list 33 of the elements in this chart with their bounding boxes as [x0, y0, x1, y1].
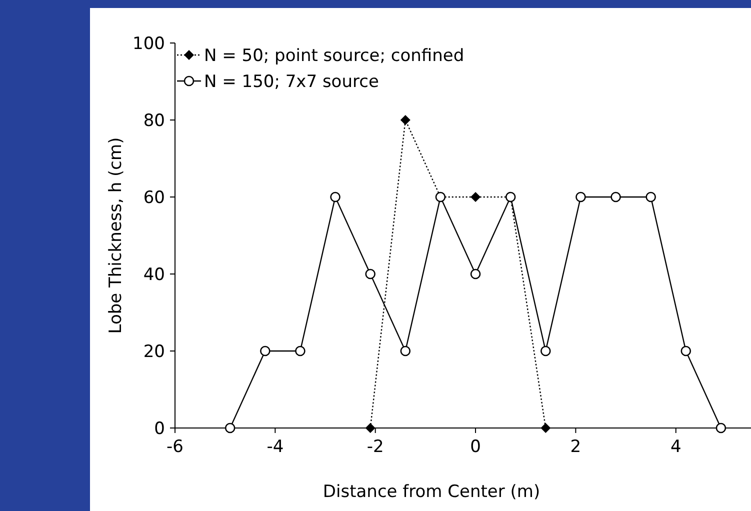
point — [400, 346, 411, 356]
x-axis-title: Distance from Center (m) — [322, 482, 540, 502]
point — [260, 346, 270, 356]
y-tick-label: 60 — [143, 188, 165, 208]
point — [470, 268, 481, 280]
point — [610, 192, 621, 202]
y-tick-label: 0 — [154, 418, 165, 439]
point — [330, 192, 340, 202]
point — [646, 192, 656, 202]
x-tick-label: -2 — [366, 437, 384, 457]
point — [365, 268, 376, 280]
y-tick-label: 80 — [143, 110, 165, 131]
legend-label: N = 50; point source; confined — [204, 46, 464, 66]
point — [295, 346, 306, 356]
x-tick-label: 4 — [670, 437, 682, 457]
y-axis-title: Lobe Thickness, h (cm) — [106, 137, 126, 334]
point — [470, 192, 481, 202]
x-tick-label: -4 — [266, 437, 284, 457]
point — [680, 346, 692, 356]
point — [576, 192, 586, 202]
y-tick-label: 40 — [143, 264, 165, 285]
point — [716, 422, 726, 434]
x-tick-label: 2 — [570, 437, 582, 457]
point — [365, 423, 376, 433]
point — [400, 115, 410, 125]
y-tick-label: 100 — [132, 34, 165, 54]
point — [540, 423, 551, 433]
legend-label: N = 150; 7x7 source — [204, 72, 379, 92]
point — [540, 346, 551, 356]
x-tick-label: 0 — [470, 437, 481, 457]
y-tick-label: 20 — [143, 342, 165, 362]
x-tick-label: -6 — [166, 437, 184, 457]
point — [224, 422, 236, 434]
